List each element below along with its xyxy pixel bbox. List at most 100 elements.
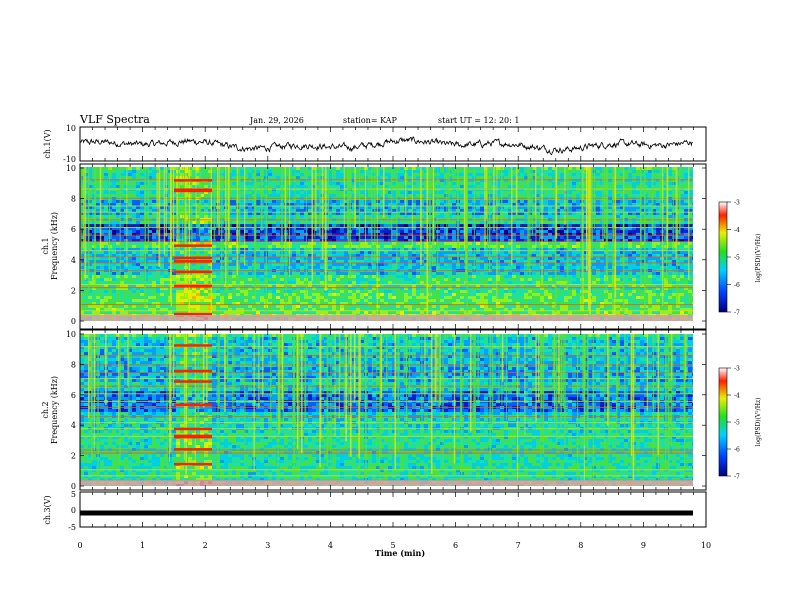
ch1-spec-cell <box>140 224 145 228</box>
ch1-spec-cell <box>272 245 277 249</box>
ch1-spec-cell <box>668 173 673 177</box>
ch1-spec-cell <box>116 200 121 204</box>
ch1-spec-cell <box>88 230 93 234</box>
ch1-spec-cell <box>524 173 529 177</box>
ch1-spec-cell <box>644 233 649 237</box>
ch1-spec-cell <box>552 248 557 252</box>
ch1-spec-cell <box>536 179 541 183</box>
ch1-spec-cell <box>608 170 613 174</box>
ch1-spec-cell <box>316 221 321 225</box>
ch1-spec-cell <box>548 227 553 231</box>
ch1-spec-cell <box>384 191 389 195</box>
ch1-spec-cell <box>152 224 157 228</box>
ch1-spec-cell <box>680 203 685 207</box>
ch1-spec-cell <box>616 185 621 189</box>
ch1-spec-cell <box>136 254 141 258</box>
ch1-spec-cell <box>496 206 501 210</box>
ch1-spec-cell <box>216 248 221 252</box>
ch1-spec-cell <box>144 176 149 180</box>
ch1-spec-cell <box>296 212 301 216</box>
ch1-spec-cell <box>344 203 349 207</box>
ch1-spec-cell <box>484 170 489 174</box>
ch1-spec-cell <box>616 251 621 255</box>
ch1-spec-cell <box>440 245 445 249</box>
ch1-spec-cell <box>272 194 277 198</box>
ch1-spec-cell <box>440 236 445 240</box>
ch1-spec-cell <box>392 260 397 264</box>
ch1-spec-cell <box>336 182 341 186</box>
ch1-spec-cell <box>648 185 653 189</box>
ch1-spec-cell <box>444 224 449 228</box>
ch1-spec-cell <box>412 248 417 252</box>
ch1-spec-cell <box>636 191 641 195</box>
ch1-spec-cell <box>560 248 565 252</box>
ch1-spec-cell <box>544 215 549 219</box>
ch1-spec-cell <box>396 206 401 210</box>
ch1-spec-cell <box>448 245 453 249</box>
ch1-spec-cell <box>624 212 629 216</box>
ch1-spec-cell <box>484 176 489 180</box>
ch1-spec-cell <box>344 242 349 246</box>
ch1-spec-cell <box>316 194 321 198</box>
ch1-spec-cell <box>412 203 417 207</box>
ch1-spec-cell <box>596 188 601 192</box>
ch1-spec-cell <box>596 230 601 234</box>
ch1-spec-cell <box>208 227 213 231</box>
ch1-spec-cell <box>176 251 181 255</box>
ch1-spec-cell <box>204 209 209 213</box>
ch1-spec-cell <box>276 209 281 213</box>
ch1-spec-cell <box>484 239 489 243</box>
ch1-spec-cell <box>544 209 549 213</box>
ch1-spec-cell <box>680 251 685 255</box>
ch1-spec-cell <box>432 251 437 255</box>
ch1-spec-cell <box>268 191 273 195</box>
ch1-spec-cell <box>392 236 397 240</box>
ch1-spec-cell <box>244 167 249 171</box>
ch1-spec-cell <box>632 227 637 231</box>
ch1-spec-cell <box>156 185 161 189</box>
ch1-spec-cell <box>392 194 397 198</box>
ch1-spectrogram-image <box>80 167 693 321</box>
ch1-spec-cell <box>332 221 337 225</box>
ch1-spec-cell <box>640 245 645 249</box>
ch1-spec-cell <box>644 248 649 252</box>
ch1-spec-cell <box>460 248 465 252</box>
ch1-spec-cell <box>496 176 501 180</box>
ch1-spec-cell <box>216 209 221 213</box>
ch1-spec-cell <box>152 230 157 234</box>
ch1-spec-cell <box>408 245 413 249</box>
ch1-spec-cell <box>400 209 405 213</box>
ch1-spec-cell <box>376 170 381 174</box>
ch1-spec-cell <box>516 248 521 252</box>
ch1-spec-cell <box>288 254 293 258</box>
ch1-spec-cell <box>92 209 97 213</box>
ch1-spec-cell <box>420 260 425 264</box>
ch1-spec-cell <box>560 230 565 234</box>
ch1-spec-cell <box>96 185 101 189</box>
ch1-spec-cell <box>116 224 121 228</box>
ch1-spec-cell <box>332 260 337 264</box>
ch1-spec-cell <box>316 185 321 189</box>
ch1-spec-cell <box>568 212 573 216</box>
ch1-spec-cell <box>496 227 501 231</box>
ch1-spec-cell <box>640 242 645 246</box>
ch1-spec-cell <box>160 173 165 177</box>
ch1-spec-cell <box>120 242 125 246</box>
ch1-spec-cell <box>248 215 253 219</box>
ch1-spec-cell <box>624 209 629 213</box>
ch1-spec-cell <box>408 227 413 231</box>
ch1-spec-cell <box>576 236 581 240</box>
ch1-spec-cell <box>140 170 145 174</box>
ch1-spec-cell <box>132 170 137 174</box>
ch1-spec-cell <box>276 224 281 228</box>
ch1-spec-cell <box>496 191 501 195</box>
ch1-spec-cell <box>228 167 233 171</box>
ch1-spec-cell <box>384 182 389 186</box>
ch1-spec-cell <box>300 233 305 237</box>
ch1-spec-cell <box>316 260 321 264</box>
ch1-spec-cell <box>424 212 429 216</box>
ch1-spec-cell <box>448 188 453 192</box>
ch1-spec-cell <box>636 212 641 216</box>
ch1-spec-cell <box>420 233 425 237</box>
ch1-spec-cell <box>628 239 633 243</box>
